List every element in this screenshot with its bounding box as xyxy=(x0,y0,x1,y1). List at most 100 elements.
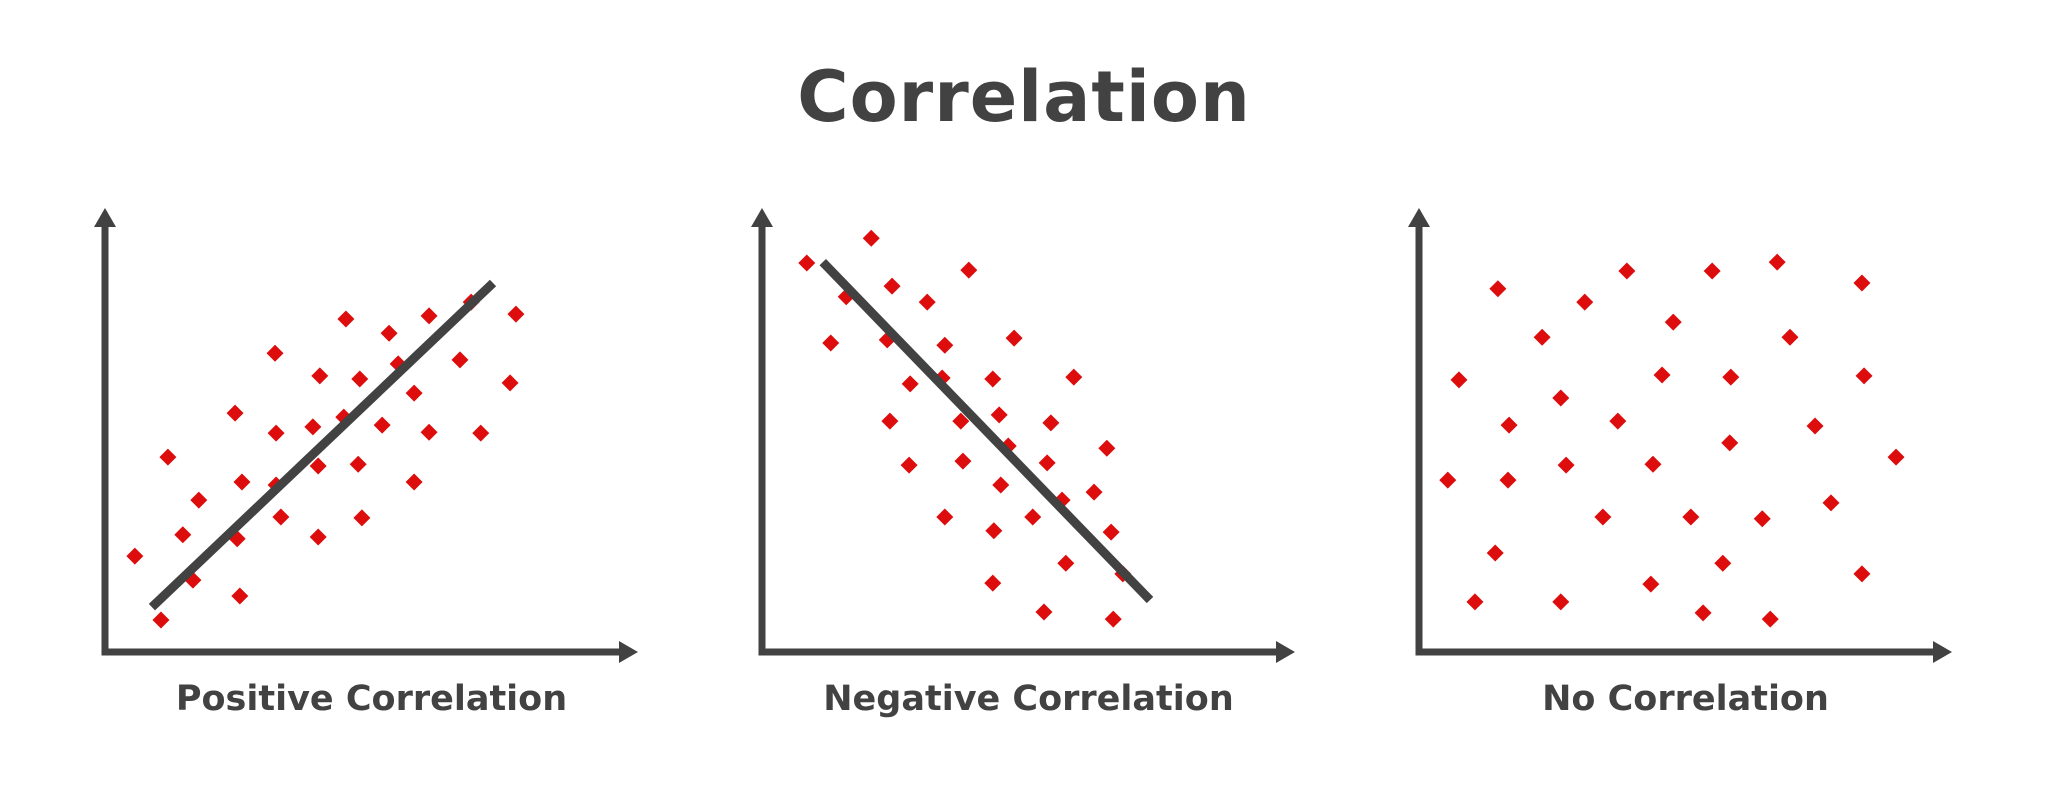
data-point-diamond xyxy=(1038,454,1056,472)
data-point-diamond xyxy=(1065,368,1083,386)
data-point-diamond xyxy=(405,473,423,491)
data-point-diamond xyxy=(862,229,880,247)
data-point-diamond xyxy=(1722,368,1740,386)
data-point-diamond xyxy=(960,261,978,279)
data-point-diamond xyxy=(1057,554,1075,572)
data-point-diamond xyxy=(1806,417,1824,435)
data-point-diamond xyxy=(405,384,423,402)
data-point-diamond xyxy=(351,370,369,388)
data-point-diamond xyxy=(822,334,840,352)
data-point-diamond xyxy=(1085,483,1103,501)
data-point-diamond xyxy=(1576,293,1594,311)
data-point-diamond xyxy=(272,508,290,526)
data-point-diamond xyxy=(1682,508,1700,526)
data-point-diamond xyxy=(266,344,284,362)
data-point-diamond xyxy=(190,491,208,509)
data-point-diamond xyxy=(1781,328,1799,346)
caption-negative-correlation: Negative Correlation xyxy=(823,679,1234,719)
data-point-diamond xyxy=(1005,329,1023,347)
data-point-diamond xyxy=(353,509,371,527)
data-point-diamond xyxy=(900,456,918,474)
data-point-diamond xyxy=(1098,439,1116,457)
data-point-diamond xyxy=(1761,610,1779,628)
data-point-diamond xyxy=(267,424,285,442)
data-point-diamond xyxy=(798,254,816,272)
data-point-diamond xyxy=(174,526,192,544)
data-point-diamond xyxy=(918,293,936,311)
data-point-diamond xyxy=(1609,412,1627,430)
data-point-diamond xyxy=(420,423,438,441)
data-point-diamond xyxy=(985,522,1003,540)
data-point-diamond xyxy=(990,406,1008,424)
data-point-diamond xyxy=(1486,544,1504,562)
caption-no-correlation: No Correlation xyxy=(1542,679,1829,719)
data-point-diamond xyxy=(1439,471,1457,489)
plot-positive-correlation xyxy=(94,208,638,663)
data-point-diamond xyxy=(1552,593,1570,611)
data-point-diamond xyxy=(1853,565,1871,583)
y-axis-arrow-icon xyxy=(94,208,116,227)
trend-line xyxy=(148,279,497,611)
data-point-diamond xyxy=(954,452,972,470)
data-point-diamond xyxy=(337,310,355,328)
data-point-diamond xyxy=(1594,508,1612,526)
data-point-diamond xyxy=(507,305,525,323)
data-point-diamond xyxy=(1653,366,1671,384)
data-point-diamond xyxy=(1557,456,1575,474)
data-point-diamond xyxy=(380,324,398,342)
data-point-diamond xyxy=(472,424,490,442)
data-point-diamond xyxy=(1499,471,1517,489)
data-point-diamond xyxy=(159,448,177,466)
data-point-diamond xyxy=(233,473,251,491)
data-point-diamond xyxy=(501,374,519,392)
data-point-diamond xyxy=(901,375,919,393)
data-point-diamond xyxy=(1714,554,1732,572)
data-point-diamond xyxy=(1822,494,1840,512)
data-point-diamond xyxy=(304,418,322,436)
data-point-diamond xyxy=(992,476,1010,494)
data-point-diamond xyxy=(1500,416,1518,434)
data-point-diamond xyxy=(1644,455,1662,473)
data-point-diamond xyxy=(1694,604,1712,622)
x-axis-arrow-icon xyxy=(1276,641,1295,663)
data-point-diamond xyxy=(1703,262,1721,280)
data-point-diamond xyxy=(1642,575,1660,593)
data-point-diamond xyxy=(1721,434,1739,452)
x-axis-arrow-icon xyxy=(1933,641,1952,663)
data-point-diamond xyxy=(1102,523,1120,541)
data-points xyxy=(798,229,1132,628)
data-point-diamond xyxy=(420,307,438,325)
chart-title: Correlation xyxy=(797,56,1251,138)
data-point-diamond xyxy=(1035,603,1053,621)
data-point-diamond xyxy=(309,457,327,475)
data-point-diamond xyxy=(1489,280,1507,298)
data-point-diamond xyxy=(936,336,954,354)
data-point-diamond xyxy=(1768,253,1786,271)
data-point-diamond xyxy=(1887,448,1905,466)
data-point-diamond xyxy=(311,367,329,385)
data-point-diamond xyxy=(152,611,170,629)
trend-line xyxy=(819,259,1154,604)
plot-no-correlation xyxy=(1408,208,1952,663)
y-axis-arrow-icon xyxy=(751,208,773,227)
data-point-diamond xyxy=(1466,593,1484,611)
data-point-diamond xyxy=(883,277,901,295)
data-point-diamond xyxy=(1533,328,1551,346)
data-point-diamond xyxy=(1618,262,1636,280)
x-axis-arrow-icon xyxy=(619,641,638,663)
data-points xyxy=(1439,253,1905,628)
data-point-diamond xyxy=(451,351,469,369)
data-point-diamond xyxy=(936,508,954,526)
data-point-diamond xyxy=(1855,367,1873,385)
data-point-diamond xyxy=(952,412,970,430)
caption-positive-correlation: Positive Correlation xyxy=(175,679,568,719)
data-point-diamond xyxy=(984,370,1002,388)
data-point-diamond xyxy=(1552,389,1570,407)
data-point-diamond xyxy=(881,412,899,430)
data-point-diamond xyxy=(373,416,391,434)
data-point-diamond xyxy=(126,547,144,565)
data-point-diamond xyxy=(349,455,367,473)
data-point-diamond xyxy=(1104,610,1122,628)
data-point-diamond xyxy=(984,574,1002,592)
data-point-diamond xyxy=(1024,508,1042,526)
